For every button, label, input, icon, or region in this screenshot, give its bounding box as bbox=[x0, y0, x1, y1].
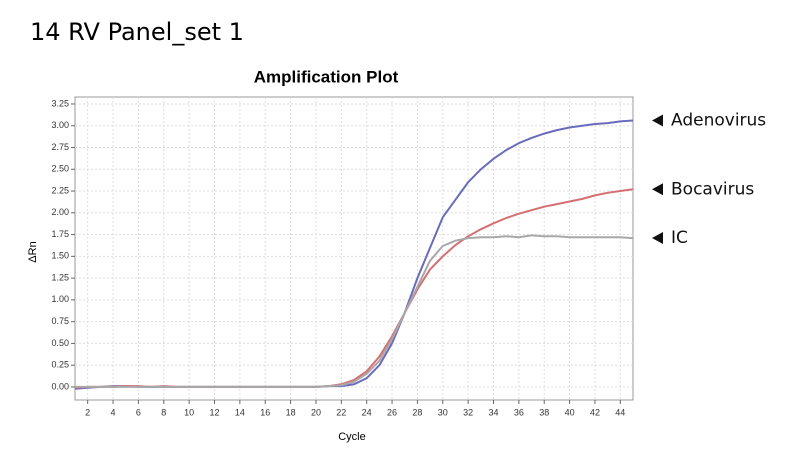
y-tick-label: 0.00 bbox=[51, 381, 69, 391]
page-title: 14 RV Panel_set 1 bbox=[30, 18, 244, 46]
x-tick-label: 30 bbox=[438, 407, 448, 417]
x-tick-label: 44 bbox=[615, 407, 625, 417]
y-tick-label: 0.50 bbox=[51, 338, 69, 348]
y-tick-label: 3.25 bbox=[51, 98, 69, 108]
legend-label: IC bbox=[671, 228, 688, 248]
y-tick-label: 2.25 bbox=[51, 185, 69, 195]
y-tick-label: 1.75 bbox=[51, 229, 69, 239]
series-line bbox=[75, 234, 634, 388]
x-tick-label: 4 bbox=[111, 407, 116, 417]
x-tick-label: 18 bbox=[286, 407, 296, 417]
y-tick-label: 1.00 bbox=[51, 294, 69, 304]
x-tick-label: 24 bbox=[362, 407, 372, 417]
x-tick-label: 42 bbox=[590, 407, 600, 417]
x-tick-label: 26 bbox=[387, 407, 397, 417]
x-tick-label: 8 bbox=[161, 407, 166, 417]
y-tick-label: 2.00 bbox=[51, 207, 69, 217]
y-tick-label: 1.25 bbox=[51, 272, 69, 282]
chart-title: Amplification Plot bbox=[254, 67, 399, 86]
legend-marker bbox=[652, 114, 663, 127]
x-tick-label: 20 bbox=[311, 407, 321, 417]
x-tick-label: 10 bbox=[184, 407, 194, 417]
x-tick-label: 16 bbox=[260, 407, 270, 417]
x-tick-label: 36 bbox=[514, 407, 524, 417]
legend-marker bbox=[652, 183, 663, 196]
y-tick-label: 0.25 bbox=[51, 360, 69, 370]
x-tick-label: 14 bbox=[235, 407, 245, 417]
x-axis-label: Cycle bbox=[338, 431, 366, 443]
y-axis-label: ΔRn bbox=[27, 241, 39, 262]
y-tick-label: 2.50 bbox=[51, 164, 69, 174]
x-tick-label: 38 bbox=[539, 407, 549, 417]
x-tick-label: 28 bbox=[412, 407, 422, 417]
x-tick-label: 22 bbox=[336, 407, 346, 417]
y-tick-label: 1.50 bbox=[51, 251, 69, 261]
x-tick-label: 40 bbox=[565, 407, 575, 417]
x-tick-label: 12 bbox=[209, 407, 219, 417]
legend-label: Adenovirus bbox=[671, 111, 766, 131]
legend-marker bbox=[652, 232, 663, 245]
y-tick-label: 2.75 bbox=[51, 142, 69, 152]
x-tick-label: 6 bbox=[136, 407, 141, 417]
plot-area bbox=[74, 96, 634, 401]
x-tick-label: 32 bbox=[463, 407, 473, 417]
y-tick-label: 0.75 bbox=[51, 316, 69, 326]
x-tick-label: 34 bbox=[488, 407, 498, 417]
y-tick-label: 3.00 bbox=[51, 120, 69, 130]
x-tick-label: 2 bbox=[85, 407, 90, 417]
plot: 0.00 0.25 0.50 0.75 1.00 1.25 1.50 1.75 2.00 2.25… bbox=[51, 96, 634, 417]
legend-label: Bocavirus bbox=[671, 179, 754, 199]
